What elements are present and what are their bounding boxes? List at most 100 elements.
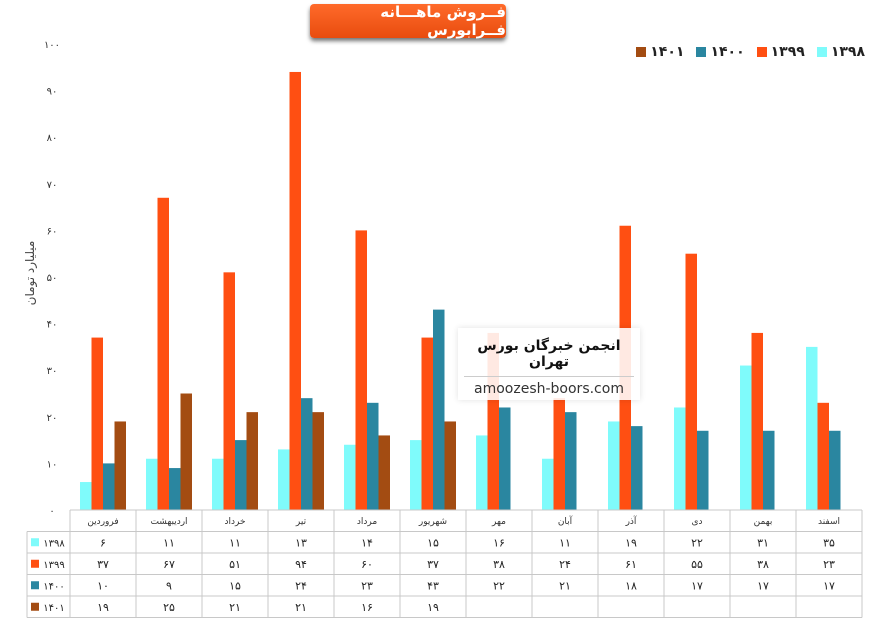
- table-cell-value: ۱۹: [97, 601, 109, 614]
- bar: [246, 412, 258, 510]
- y-tick-label: ۸۰: [47, 133, 58, 144]
- table-cell-value: ۳۱: [757, 536, 769, 549]
- table-series-name: ۱۳۹۹: [43, 560, 64, 571]
- y-tick-label: ۶۰: [47, 226, 58, 237]
- bar: [301, 398, 313, 510]
- bar: [608, 421, 620, 510]
- watermark: انجمن خبرگان بورس تهران amoozesh-boors.c…: [458, 328, 640, 400]
- legend-swatch: [756, 47, 767, 57]
- category-label: بهمن: [754, 517, 773, 527]
- legend-swatch: [816, 47, 827, 57]
- table-cell-value: ۲۴: [559, 558, 571, 571]
- table-cell-value: ۶: [100, 536, 106, 549]
- table-cell-value: ۱۹: [625, 536, 637, 549]
- category-label: مرداد: [357, 517, 377, 527]
- bar: [476, 435, 488, 510]
- table-cell-value: ۹۴: [295, 558, 307, 571]
- table-cell-value: ۴۳: [427, 579, 439, 592]
- bar: [212, 458, 224, 510]
- bar: [740, 365, 752, 510]
- table-cell-value: ۱۸: [625, 579, 637, 592]
- category-label: شهریور: [418, 517, 447, 527]
- category-label: دی: [691, 517, 702, 527]
- table-cell-value: ۱۱: [229, 536, 241, 549]
- bar: [146, 458, 158, 510]
- table-cell-value: ۲۴: [295, 579, 307, 592]
- y-tick-label: ۲۰: [47, 413, 58, 424]
- table-cell-value: ۱۷: [823, 579, 835, 592]
- bar: [631, 426, 643, 510]
- table-legend-swatch: [31, 559, 39, 568]
- bar: [444, 421, 456, 510]
- table-cell-value: ۲۳: [361, 579, 373, 592]
- legend: ۱۳۹۸ ۱۳۹۹ ۱۴۰۰ ۱۴۰۱: [600, 42, 865, 62]
- table-cell-value: ۲۱: [295, 601, 307, 614]
- bar: [499, 407, 511, 510]
- category-label: آبان: [558, 515, 573, 527]
- table-cell-value: ۳۷: [97, 558, 109, 571]
- bar: [355, 230, 367, 510]
- table-cell-value: ۵۱: [229, 558, 241, 571]
- bar: [410, 440, 422, 510]
- bar: [817, 402, 829, 510]
- bar: [565, 412, 577, 510]
- y-tick-label: ۱۰: [47, 459, 58, 470]
- table-cell-value: ۳۸: [757, 558, 769, 571]
- table-legend-swatch: [31, 602, 39, 611]
- legend-label: ۱۴۰۰: [710, 44, 745, 60]
- table-cell-value: ۱۹: [427, 601, 439, 614]
- table-series-name: ۱۴۰۱: [43, 603, 64, 614]
- bar: [91, 337, 103, 510]
- bar: [763, 430, 775, 510]
- watermark-divider: [464, 376, 634, 377]
- category-label: آذر: [625, 515, 637, 527]
- table-legend-swatch: [31, 538, 39, 547]
- table-cell-value: ۱۷: [691, 579, 703, 592]
- bar: [157, 197, 169, 510]
- legend-label: ۱۳۹۸: [830, 44, 865, 60]
- table-cell-value: ۱۰: [97, 579, 109, 592]
- chart-title: فــروش ماهـــانه فــرابورس: [310, 3, 506, 39]
- category-label: فروردین: [87, 517, 118, 527]
- y-tick-label: ۴۰: [47, 320, 58, 331]
- bar: [378, 435, 390, 510]
- bar: [312, 412, 324, 510]
- table-cell-value: ۱۵: [229, 579, 241, 592]
- bar: [542, 458, 554, 510]
- table-legend-swatch: [31, 581, 39, 590]
- table-cell-value: ۱۶: [493, 536, 505, 549]
- table-cell-value: ۳۸: [493, 558, 505, 571]
- legend-swatch: [636, 47, 647, 57]
- bar: [114, 421, 126, 510]
- bar: [553, 398, 565, 510]
- bar: [180, 393, 192, 510]
- table-cell-value: ۱۶: [361, 601, 373, 614]
- category-label: تیر: [295, 517, 307, 527]
- watermark-title: انجمن خبرگان بورس تهران: [477, 338, 621, 370]
- table-cell-value: ۶۷: [163, 558, 175, 571]
- table-cell-value: ۲۳: [823, 558, 835, 571]
- bar: [278, 449, 290, 510]
- bar: [344, 444, 356, 510]
- bar: [289, 71, 301, 511]
- table-cell-value: ۶۱: [625, 558, 637, 571]
- category-label: اسفند: [818, 517, 840, 527]
- legend-item: ۱۴۰۱: [636, 44, 684, 60]
- legend-label: ۱۳۹۹: [770, 44, 805, 60]
- bar: [80, 482, 92, 510]
- bar: [103, 463, 115, 510]
- bar: [697, 430, 709, 510]
- table-cell-value: ۶۰: [361, 558, 373, 571]
- y-tick-label: ۳۰: [47, 366, 58, 377]
- legend-item: ۱۳۹۸: [816, 44, 865, 60]
- bar: [674, 407, 686, 510]
- bar: [751, 332, 763, 510]
- legend-label: ۱۴۰۱: [650, 44, 685, 60]
- bar: [235, 440, 247, 510]
- table-cell-value: ۱۱: [559, 536, 571, 549]
- y-tick-label: ۰: [49, 506, 54, 517]
- category-label: مهر: [491, 517, 506, 527]
- y-tick-label: ۹۰: [47, 87, 58, 98]
- legend-swatch: [696, 47, 707, 57]
- table-cell-value: ۱۱: [163, 536, 175, 549]
